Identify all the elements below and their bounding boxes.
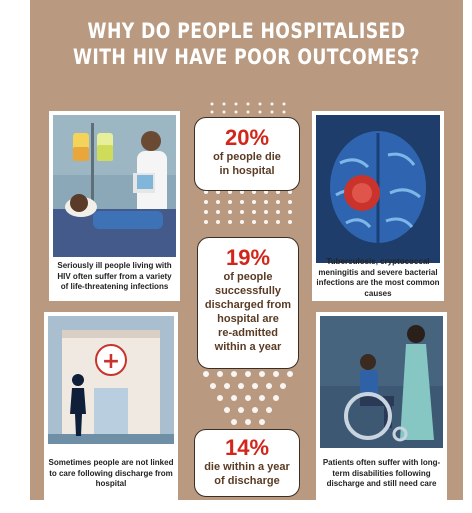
hospital-sign-icon: + [102, 349, 120, 374]
stat-die-within-year: 14% die within a year of discharge [194, 429, 300, 497]
stat-text-line: of people [223, 271, 273, 283]
title-line-2: WITH HIV HAVE POOR OUTCOMES? [73, 45, 420, 69]
stat-readmitted: 19% of people successfully discharged fr… [197, 237, 299, 369]
card-caption: Sometimes people are not linked to care … [48, 458, 174, 488]
stat-text-line: re-admitted [218, 327, 278, 339]
stat-text-line: successfully [214, 285, 282, 297]
card-caption: Seriously ill people living with HIV oft… [57, 261, 172, 291]
card-caption: Patients often suffer with long-term dis… [322, 458, 441, 488]
stat-percent: 14% [224, 435, 270, 460]
stat-text-line: hospital are [217, 313, 279, 325]
card-common-causes: Tuberculosis, cryptococcal meningitis an… [312, 111, 444, 301]
stat-die-in-hospital: 20% of people die in hospital [194, 117, 300, 191]
stat-text-line: of people die [213, 151, 281, 163]
stat-percent: 19% [225, 245, 271, 270]
hospital-building-illustration: + [48, 316, 174, 444]
wheelchair-illustration [320, 316, 443, 448]
stat-text-line: discharged from [204, 299, 292, 311]
page-title: WHY DO PEOPLE HOSPITALISED WITH HIV HAVE… [69, 18, 424, 70]
brain-illustration [316, 115, 440, 263]
stat-text-line: of discharge [214, 475, 280, 487]
card-not-linked-to-care: + Sometimes people are not linked to car… [44, 312, 178, 500]
card-long-term-disabilities: Patients often suffer with long-term dis… [316, 312, 447, 500]
stat-text-line: within a year [214, 341, 282, 353]
hospital-bed-illustration [53, 115, 176, 257]
stat-percent: 20% [224, 125, 270, 150]
card-caption: Tuberculosis, cryptococcal meningitis an… [316, 257, 440, 298]
title-line-1: WHY DO PEOPLE HOSPITALISED [87, 19, 406, 43]
stat-text-line: die within a year [204, 461, 290, 473]
stat-text-line: in hospital [219, 165, 275, 177]
dot-pattern [203, 102, 293, 425]
card-life-threatening-infections: Seriously ill people living with HIV oft… [49, 111, 180, 301]
